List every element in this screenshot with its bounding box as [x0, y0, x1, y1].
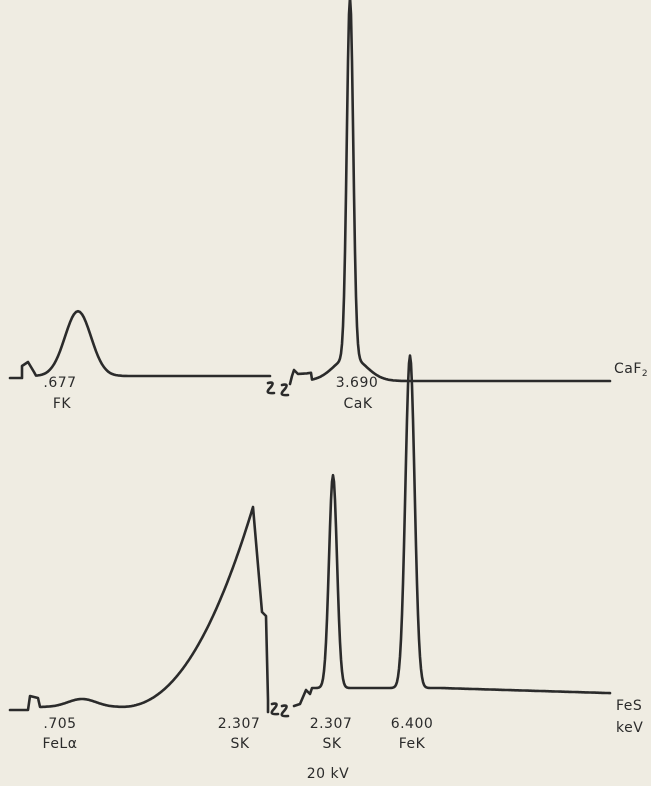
series-label: FeS	[616, 698, 642, 714]
peak-label-energy: .677	[43, 375, 76, 391]
caf2-break-mark	[266, 381, 290, 397]
series-label: CaF2	[614, 361, 648, 379]
peak-label-energy: .705	[43, 716, 76, 732]
caf2-trace-right	[288, 0, 612, 386]
peak-label-energy: 2.307	[310, 716, 353, 732]
unit-label: keV	[616, 720, 643, 736]
peak-label-element: FK	[53, 396, 72, 412]
peak-label-element: SK	[230, 736, 249, 752]
peak-label-element: CaK	[343, 396, 372, 412]
peak-label-energy: 2.307	[218, 716, 261, 732]
fes-break-mark	[270, 702, 290, 718]
caf2-trace-left	[8, 309, 272, 380]
fes-trace-left	[8, 505, 270, 714]
spectrum-caf2: .677 FK 3.690 CaK CaF2	[8, 0, 648, 412]
condition-label: 20 kV	[307, 766, 349, 782]
spectrum-fes: .705 FeLα 2.307 SK 2.307 SK 6.400 FeK Fe…	[8, 354, 643, 782]
peak-label-element: SK	[322, 736, 341, 752]
peak-label-energy: 3.690	[336, 375, 379, 391]
peak-label-energy: 6.400	[391, 716, 434, 732]
peak-label-element: FeLα	[43, 736, 78, 752]
fes-trace-right	[292, 354, 612, 708]
peak-label-element: FeK	[399, 736, 426, 752]
